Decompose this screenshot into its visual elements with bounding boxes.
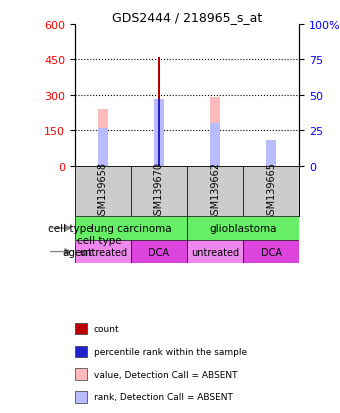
Text: glioblastoma: glioblastoma: [209, 223, 277, 233]
Text: GSM139665: GSM139665: [266, 162, 276, 221]
Bar: [187, 166, 243, 216]
Text: value, Detection Call = ABSENT: value, Detection Call = ABSENT: [94, 370, 237, 379]
Bar: [75, 240, 131, 264]
Bar: [187, 216, 299, 240]
Bar: [154, 100, 164, 166]
Bar: [75, 166, 131, 216]
Bar: [243, 240, 299, 264]
Bar: [210, 98, 220, 166]
Bar: [210, 124, 220, 166]
Text: lung carcinoma: lung carcinoma: [90, 223, 171, 233]
Text: GSM139662: GSM139662: [210, 162, 220, 221]
Text: count: count: [94, 324, 119, 333]
Bar: [154, 100, 164, 166]
Text: GSM139658: GSM139658: [98, 162, 108, 221]
Bar: [243, 166, 299, 216]
Bar: [266, 140, 276, 166]
Text: agent: agent: [63, 247, 93, 257]
Text: untreated: untreated: [191, 247, 239, 257]
Text: untreated: untreated: [79, 247, 127, 257]
Text: DCA: DCA: [149, 247, 169, 257]
Bar: [131, 166, 187, 216]
Bar: [187, 240, 243, 264]
Text: percentile rank within the sample: percentile rank within the sample: [94, 347, 246, 356]
Bar: [98, 128, 108, 166]
Bar: [158, 58, 160, 166]
Title: GDS2444 / 218965_s_at: GDS2444 / 218965_s_at: [112, 11, 262, 24]
Text: DCA: DCA: [261, 247, 282, 257]
Bar: [266, 150, 276, 166]
Bar: [75, 216, 187, 240]
Text: rank, Detection Call = ABSENT: rank, Detection Call = ABSENT: [94, 392, 232, 401]
Text: GSM139670: GSM139670: [154, 162, 164, 221]
Bar: [158, 100, 160, 166]
Text: cell type: cell type: [48, 223, 93, 233]
Bar: [131, 240, 187, 264]
Bar: [98, 110, 108, 166]
Text: cell type: cell type: [77, 235, 122, 245]
